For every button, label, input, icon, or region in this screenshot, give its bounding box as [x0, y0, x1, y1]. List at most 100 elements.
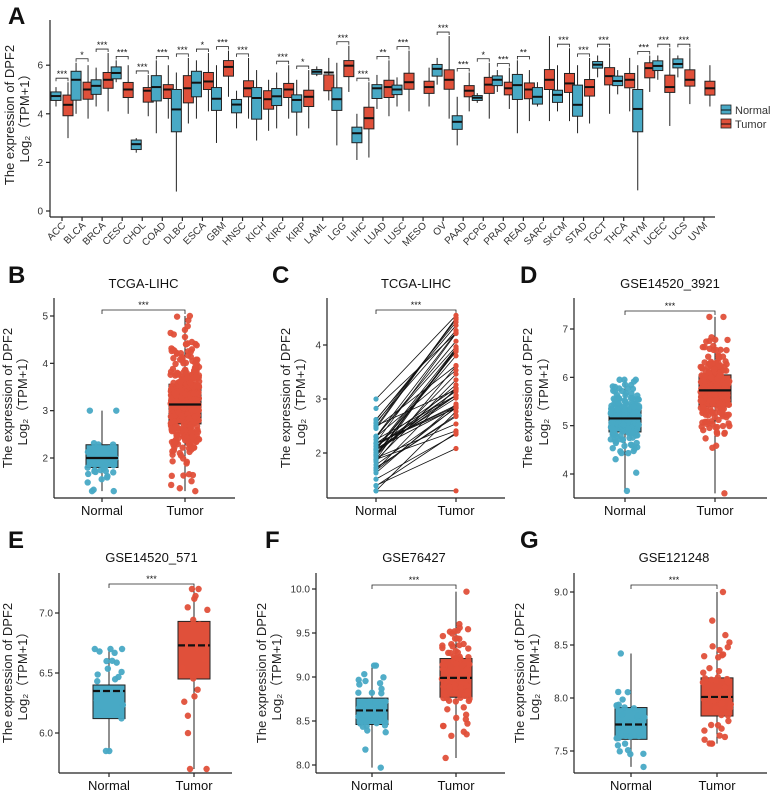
data-point-normal: [640, 763, 647, 771]
data-point-normal: [630, 403, 637, 411]
significance-bracket: [496, 63, 510, 67]
data-point-tumor: [439, 632, 447, 640]
box-tumor-CESC: [122, 65, 134, 114]
data-point-normal: [373, 719, 380, 727]
x-tick-label: UVM: [687, 220, 711, 244]
y-tick-label: 5: [42, 312, 48, 323]
data-point-normal: [378, 703, 385, 710]
x-tick-label: Tumor: [175, 778, 213, 793]
y-tick-label: 8.5: [296, 717, 310, 728]
significance-bracket: [175, 53, 189, 57]
data-point-normal: [621, 376, 628, 383]
data-point-normal: [619, 696, 626, 703]
data-point-tumor: [171, 439, 178, 447]
data-point-normal: [118, 645, 126, 653]
data-point-tumor: [724, 643, 731, 651]
significance-label: ***: [338, 33, 349, 43]
data-point-tumor: [724, 678, 732, 686]
data-point-normal: [119, 701, 127, 709]
data-point-normal: [633, 469, 640, 476]
data-point-tumor: [700, 696, 708, 703]
box-normal-THYM: [632, 65, 644, 191]
data-point-tumor: [453, 387, 459, 393]
box-normal: [84, 407, 120, 495]
significance-bracket: [436, 31, 450, 36]
x-tick-label: Normal: [351, 778, 393, 793]
data-point-normal: [377, 764, 384, 771]
data-point-tumor: [453, 362, 459, 369]
y-tick-label: 4: [562, 470, 568, 481]
data-point-tumor: [188, 477, 195, 485]
significance-label: ***: [409, 575, 420, 585]
significance-label: ***: [398, 38, 409, 48]
x-tick-label: KIRC: [264, 220, 289, 245]
data-point-tumor: [175, 435, 182, 442]
data-point-tumor: [453, 329, 459, 336]
data-point-tumor: [700, 669, 707, 676]
data-point-tumor: [464, 626, 472, 633]
x-tick-label: Normal: [610, 778, 652, 793]
panel-title: GSE76427: [382, 550, 446, 565]
data-point-tumor: [439, 722, 447, 730]
box-normal: [607, 376, 643, 495]
pair-line: [375, 397, 457, 450]
data-point-normal: [110, 462, 117, 469]
data-point-tumor: [440, 683, 447, 690]
data-point-normal: [633, 443, 641, 451]
significance-bracket: [108, 583, 195, 588]
box-normal-PRAD: [491, 70, 503, 92]
data-point-tumor: [718, 711, 725, 719]
data-point-normal: [355, 676, 362, 684]
panel-a-chart: The expression of DPF2 Log₂（TPM+1）ACCBLCA…: [2, 20, 716, 249]
data-point-tumor: [726, 422, 733, 430]
data-point-tumor: [466, 695, 473, 703]
data-point-normal: [616, 748, 623, 755]
box-normal-KICH: [251, 70, 263, 141]
data-point-tumor: [721, 430, 728, 437]
significance-bracket: [375, 309, 457, 314]
significance-label: ***: [138, 300, 149, 310]
box-normal: [355, 662, 389, 771]
data-point-tumor: [453, 421, 459, 427]
data-point-normal: [635, 402, 643, 410]
data-point-tumor: [179, 664, 186, 672]
significance-bracket: [276, 60, 290, 65]
y-axis-label: The expression of DPF2: [0, 603, 15, 743]
y-tick-label: 2: [315, 449, 321, 460]
data-point-tumor: [195, 585, 202, 593]
data-point-tumor: [703, 683, 710, 690]
data-point-tumor: [697, 397, 704, 404]
significance-label: ***: [57, 69, 68, 79]
data-point-tumor: [168, 426, 175, 433]
data-point-normal: [362, 746, 369, 753]
pair-line: [375, 348, 457, 449]
y-tick-label: 6: [562, 373, 568, 384]
data-point-normal: [110, 487, 117, 495]
data-point-tumor: [191, 693, 198, 700]
box-normal-UCS: [672, 55, 684, 78]
y-tick-label: 7.0: [39, 609, 53, 620]
box-tumor-STAD: [584, 57, 596, 124]
y-axis-label: The expression of DPF2: [512, 603, 527, 743]
data-point-tumor: [194, 686, 201, 693]
data-point-normal: [373, 416, 379, 423]
data-point-tumor: [452, 698, 460, 705]
data-point-tumor: [719, 422, 727, 430]
panel-title: GSE14520_3921: [620, 276, 720, 291]
data-point-normal: [378, 712, 385, 720]
data-point-normal: [368, 689, 376, 696]
box: [572, 84, 584, 117]
box-tumor: [697, 313, 733, 497]
data-point-tumor: [172, 360, 179, 368]
significance-label: **: [520, 47, 528, 57]
data-point-tumor: [190, 418, 197, 425]
y-tick-label: 4: [42, 359, 48, 370]
data-point-tumor: [453, 338, 459, 344]
data-point-tumor: [184, 729, 192, 737]
y-axis-label: Log₂（TPM+1）: [15, 626, 30, 721]
y-tick-label: 2: [37, 158, 43, 169]
significance-bracket: [677, 43, 691, 48]
data-point-tumor: [186, 765, 194, 773]
x-tick-label: Tumor: [437, 503, 475, 518]
y-axis-label: The expression of DPF2: [0, 328, 15, 468]
